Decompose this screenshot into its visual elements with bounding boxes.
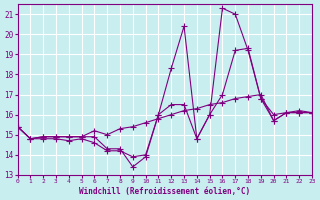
X-axis label: Windchill (Refroidissement éolien,°C): Windchill (Refroidissement éolien,°C)	[79, 187, 250, 196]
